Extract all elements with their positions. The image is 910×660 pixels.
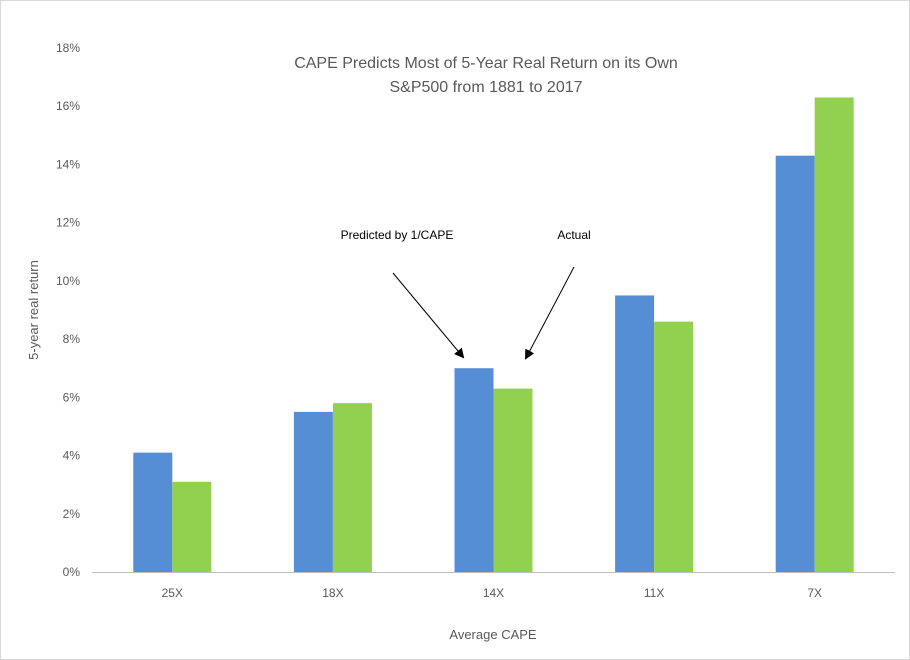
y-tick-label: 16% [56,99,80,113]
y-axis-title: 5-year real return [26,260,41,360]
y-tick-label: 12% [56,216,80,230]
y-tick-label: 8% [63,332,81,346]
x-tick-label: 18X [322,586,343,600]
x-axis-ticks: 25X 18X 14X 11X 7X [162,586,822,600]
bar-18X-series-1 [293,411,333,572]
x-tick-label: 25X [162,586,183,600]
bar-14X-series-2 [493,388,533,572]
x-tick-label: 11X [644,586,664,600]
y-tick-label: 4% [63,449,81,463]
bar-25X-series-1 [133,452,173,572]
chart-title: CAPE Predicts Most of 5-Year Real Return… [294,55,678,72]
y-tick-label: 0% [63,565,81,579]
annotation-predicted-arrow [392,272,465,359]
annotation-predicted-label: Predicted by 1/CAPE [341,228,454,242]
bars [133,97,854,572]
annotation-actual-label: Actual [557,228,590,242]
x-tick-label: 7X [807,586,822,600]
y-tick-label: 10% [56,274,80,288]
bar-18X-series-2 [332,403,372,572]
y-tick-label: 6% [63,390,81,404]
chart-subtitle: S&P500 from 1881 to 2017 [389,79,582,96]
y-axis-ticks: 0% 2% 4% 6% 8% 10% 12% 14% 16% 18% [56,41,80,579]
annotation-actual-arrow [525,266,575,360]
x-tick-label: 14X [483,586,504,600]
bar-7X-series-2 [814,97,854,572]
x-axis-title: Average CAPE [449,627,537,642]
y-tick-label: 18% [56,41,80,55]
bar-11X-series-2 [654,321,694,572]
y-tick-label: 2% [63,507,81,521]
bar-25X-series-2 [172,481,212,572]
y-tick-label: 14% [56,157,80,171]
bar-14X-series-1 [454,368,494,572]
bar-11X-series-1 [615,295,655,572]
bar-7X-series-1 [775,155,815,572]
